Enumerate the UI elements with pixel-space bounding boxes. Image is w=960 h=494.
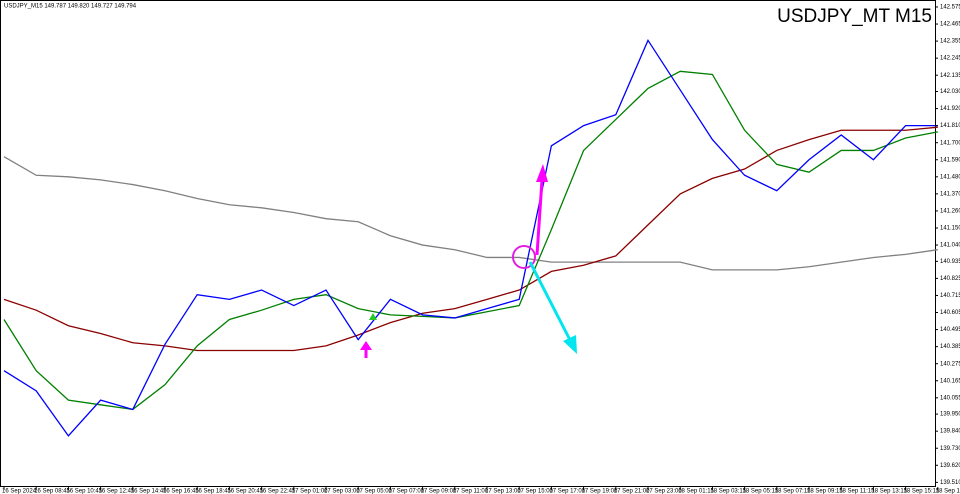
x-tick-label: 18 Sep 11:15	[839, 489, 875, 494]
x-tick-label: 17 Sep 23:00	[646, 489, 682, 494]
y-tick-label: 141.810	[940, 123, 960, 129]
series-line	[3, 156, 938, 271]
y-tick-label: 139.840	[940, 429, 960, 435]
x-tick-label: 16 Sep 16:45	[163, 489, 199, 494]
y-tick-label: 141.590	[940, 157, 960, 163]
x-tick-label: 16 Sep 18:45	[195, 489, 231, 494]
x-tick-label: 16 Sep 2024	[2, 489, 37, 494]
x-tick-label: 16 Sep 08:45	[34, 489, 70, 494]
y-tick-label: 140.715	[940, 293, 960, 299]
y-tick-label: 140.165	[940, 378, 960, 384]
signal-circle	[512, 245, 536, 269]
y-tick-label: 140.935	[940, 259, 960, 265]
y-tick-label: 139.950	[940, 412, 960, 418]
x-tick-label: 17 Sep 15:00	[517, 489, 553, 494]
x-tick-label: 18 Sep 07:15	[775, 489, 811, 494]
x-tick-label: 17 Sep 07:00	[388, 489, 424, 494]
x-tick-label: 16 Sep 12:45	[99, 489, 135, 494]
y-tick-label: 142.355	[940, 39, 960, 45]
y-tick-label: 142.245	[940, 56, 960, 62]
plot-frame	[0, 0, 936, 487]
series-line	[3, 70, 938, 411]
y-tick-label: 142.575	[940, 5, 960, 11]
x-tick-label: 17 Sep 05:00	[356, 489, 392, 494]
small-green-marker	[369, 313, 377, 320]
y-tick-label: 140.055	[940, 395, 960, 401]
y-tick-label: 140.495	[940, 327, 960, 333]
x-tick-label: 16 Sep 10:45	[66, 489, 102, 494]
y-tick-label: 142.030	[940, 89, 960, 95]
x-tick-label: 17 Sep 13:00	[485, 489, 521, 494]
x-tick-label: 18 Sep 01:15	[678, 489, 714, 494]
y-tick-label: 139.510	[940, 480, 960, 486]
y-tick-label: 140.605	[940, 310, 960, 316]
x-tick-label: 18 Sep 17:15	[936, 489, 960, 494]
y-tick-label: 141.040	[940, 243, 960, 249]
y-tick-label: 140.275	[940, 361, 960, 367]
x-tick-label: 17 Sep 03:00	[324, 489, 360, 494]
x-tick-label: 18 Sep 05:15	[743, 489, 779, 494]
y-tick-label: 139.620	[940, 463, 960, 469]
y-tick-label: 141.150	[940, 226, 960, 232]
x-tick-label: 17 Sep 11:00	[453, 489, 489, 494]
y-tick-label: 141.920	[940, 106, 960, 112]
y-tick-label: 141.370	[940, 191, 960, 197]
y-tick-label: 140.825	[940, 276, 960, 282]
small-up-arrow-head	[360, 341, 372, 350]
x-tick-label: 17 Sep 17:00	[549, 489, 585, 494]
x-tick-label: 18 Sep 15:15	[904, 489, 940, 494]
x-tick-label: 18 Sep 09:15	[807, 489, 843, 494]
x-tick-label: 16 Sep 22:45	[260, 489, 296, 494]
x-tick-label: 16 Sep 20:45	[227, 489, 263, 494]
x-tick-label: 17 Sep 21:00	[614, 489, 650, 494]
chart-title: USDJPY_MT M15	[777, 6, 932, 27]
up-arrow	[535, 179, 544, 256]
x-tick-label: 17 Sep 19:00	[582, 489, 618, 494]
down-arrow-head	[563, 335, 577, 354]
y-tick-label: 141.700	[940, 140, 960, 146]
y-tick-label: 141.480	[940, 174, 960, 180]
x-tick-label: 17 Sep 01:00	[292, 489, 328, 494]
up-arrow-head	[536, 164, 548, 182]
y-tick-label: 140.385	[940, 344, 960, 350]
x-tick-label: 18 Sep 03:15	[710, 489, 746, 494]
series-line	[3, 38, 938, 437]
annotations	[360, 164, 577, 358]
chart-info: USDJPY_M15 149.787 149.820 149.727 149.7…	[4, 4, 137, 10]
series-line	[3, 126, 938, 352]
y-tick-label: 141.260	[940, 209, 960, 215]
y-tick-label: 139.730	[940, 446, 960, 452]
x-tick-label: 17 Sep 09:00	[421, 489, 457, 494]
y-tick-label: 142.135	[940, 73, 960, 79]
x-tick-label: 18 Sep 13:15	[871, 489, 907, 494]
marks	[3, 38, 938, 437]
x-tick-label: 16 Sep 14:45	[131, 489, 167, 494]
down-arrow	[528, 261, 572, 341]
y-tick-label: 142.465	[940, 22, 960, 28]
